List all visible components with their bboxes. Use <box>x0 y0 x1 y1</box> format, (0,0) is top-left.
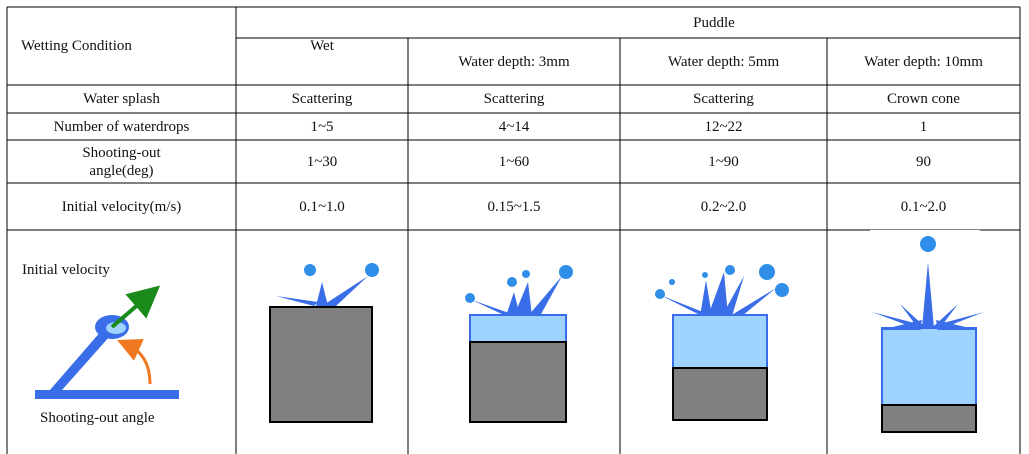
cell: 1~5 <box>236 113 408 140</box>
row-label: Water splash <box>7 85 236 113</box>
column-header: Water depth: 10mm <box>827 38 1020 85</box>
wet-illustration <box>270 263 379 422</box>
cell: 4~14 <box>408 113 620 140</box>
angle-diagram <box>35 296 179 399</box>
cell: Crown cone <box>827 85 1020 113</box>
column-header: Water depth: 3mm <box>408 38 620 85</box>
cell: 12~22 <box>620 113 827 140</box>
depth10-illustration <box>870 230 984 432</box>
column-header: Wet <box>236 7 408 85</box>
cell: 90 <box>827 140 1020 183</box>
row-label: Initial velocity(m/s) <box>7 183 236 230</box>
cell: 1~90 <box>620 140 827 183</box>
cell: Scattering <box>620 85 827 113</box>
column-header: Puddle <box>408 7 1020 38</box>
cell: 1~60 <box>408 140 620 183</box>
cell: 0.1~1.0 <box>236 183 408 230</box>
cell: Scattering <box>236 85 408 113</box>
diagram-label: Shooting-out angle <box>40 410 155 427</box>
column-header: Water depth: 5mm <box>620 38 827 85</box>
page: Wetting Condition Wet Puddle Water depth… <box>0 0 1029 454</box>
row-label: Number of waterdrops <box>7 113 236 140</box>
cell: Scattering <box>408 85 620 113</box>
cell: 0.15~1.5 <box>408 183 620 230</box>
row-header: Wetting Condition <box>7 7 236 85</box>
diagram-label: Initial velocity <box>22 262 110 279</box>
depth5-illustration <box>655 264 789 420</box>
cell: 1~30 <box>236 140 408 183</box>
depth3-illustration <box>465 265 573 422</box>
cell: 0.2~2.0 <box>620 183 827 230</box>
row-label: Shooting-out angle(deg) <box>52 140 192 183</box>
cell: 0.1~2.0 <box>827 183 1020 230</box>
cell: 1 <box>827 113 1020 140</box>
